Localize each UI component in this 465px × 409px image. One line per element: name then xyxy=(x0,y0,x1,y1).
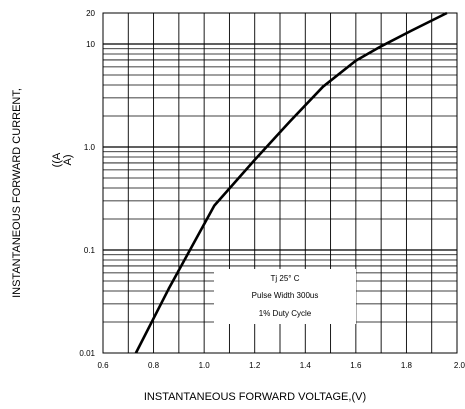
y-tick-labels: 0.01 0.1 1.0 10 20 xyxy=(79,9,95,358)
y-tick-label: 10 xyxy=(86,40,95,49)
x-axis-title: INSTANTANEOUS FORWARD VOLTAGE,(V) xyxy=(144,391,366,403)
y-axis-unit-line2: A) xyxy=(62,155,74,166)
y-tick-label: 0.1 xyxy=(84,246,96,255)
y-tick-label: 20 xyxy=(86,9,95,18)
y-tick-label: 0.01 xyxy=(79,349,95,358)
condition-pulse-width: Pulse Width 300us xyxy=(252,291,319,300)
x-tick-label: 0.8 xyxy=(148,361,160,370)
test-conditions-box: Tj 25° C Pulse Width 300us 1% Duty Cycle xyxy=(214,269,356,324)
forward-current-curve xyxy=(134,11,448,354)
x-tick-label: 1.8 xyxy=(401,361,413,370)
x-tick-label: 1.6 xyxy=(350,361,362,370)
y-axis-unit-line1: ((A xyxy=(51,152,63,167)
test-conditions-background xyxy=(214,269,356,324)
series-group xyxy=(134,11,448,354)
x-tick-label: 1.2 xyxy=(249,361,261,370)
x-tick-label: 1.4 xyxy=(300,361,312,370)
grid xyxy=(103,13,457,353)
x-tick-label: 2.0 xyxy=(454,361,465,370)
condition-duty-cycle: 1% Duty Cycle xyxy=(259,309,312,318)
y-tick-label: 1.0 xyxy=(84,143,96,152)
y-axis-title: INSTANTANEOUS FORWARD CURRENT, xyxy=(11,88,23,298)
x-tick-label: 0.6 xyxy=(97,361,109,370)
x-tick-labels: 0.6 0.8 1.0 1.2 1.4 1.6 1.8 2.0 xyxy=(97,361,465,370)
condition-junction-temp: Tj 25° C xyxy=(271,274,300,283)
x-tick-label: 1.0 xyxy=(199,361,211,370)
plot-frame xyxy=(102,12,458,354)
